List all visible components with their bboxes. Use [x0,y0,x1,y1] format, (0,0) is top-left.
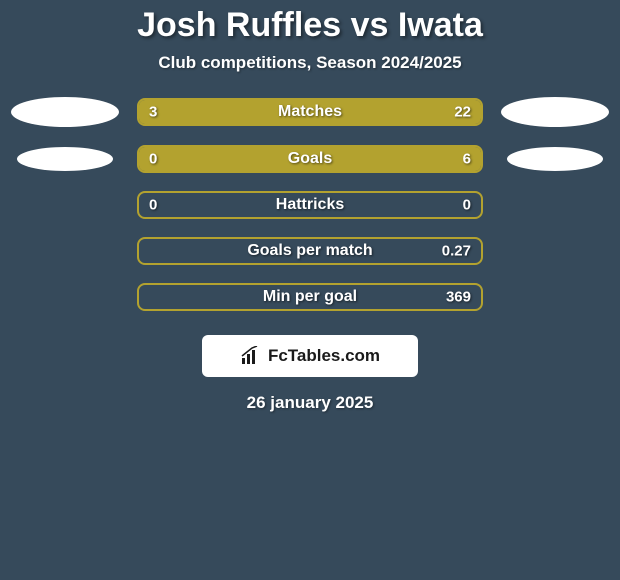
page-subtitle: Club competitions, Season 2024/2025 [0,53,620,73]
player-ellipse-left [17,147,113,171]
stat-label: Goals [288,150,332,168]
stat-bar: 3 Matches 22 [137,98,483,126]
logo-text: FcTables.com [268,346,380,366]
stat-row: Min per goal 369 [0,283,620,311]
stat-value-left: 0 [149,151,157,168]
stat-row: 3 Matches 22 [0,97,620,127]
player-ellipse-left [11,97,119,127]
stat-bar: Goals per match 0.27 [137,237,483,265]
stats-card: Josh Ruffles vs Iwata Club competitions,… [0,0,620,580]
stat-row: 0 Hattricks 0 [0,191,620,219]
bar-chart-icon [240,346,262,366]
stat-label: Min per goal [263,288,357,306]
stat-bar: Min per goal 369 [137,283,483,311]
stat-value-right: 0.27 [442,243,471,260]
stat-value-left: 3 [149,104,157,121]
page-title: Josh Ruffles vs Iwata [0,6,620,45]
stat-label: Goals per match [247,242,372,260]
stat-row: 0 Goals 6 [0,145,620,173]
stat-value-right: 22 [454,104,471,121]
stat-value-right: 6 [463,151,471,168]
stat-bar: 0 Hattricks 0 [137,191,483,219]
stat-value-left: 0 [149,197,157,214]
stat-bar: 0 Goals 6 [137,145,483,173]
stat-label: Matches [278,103,342,121]
stat-value-right: 0 [463,197,471,214]
stat-label: Hattricks [276,196,344,214]
stats-rows-container: 3 Matches 22 0 Goals 6 0 Hattricks 0 Goals per ma… [0,97,620,311]
player-ellipse-right [501,97,609,127]
fctables-logo[interactable]: FcTables.com [202,335,418,377]
stat-row: Goals per match 0.27 [0,237,620,265]
stat-value-right: 369 [446,289,471,306]
date-text: 26 january 2025 [0,393,620,413]
player-ellipse-right [507,147,603,171]
